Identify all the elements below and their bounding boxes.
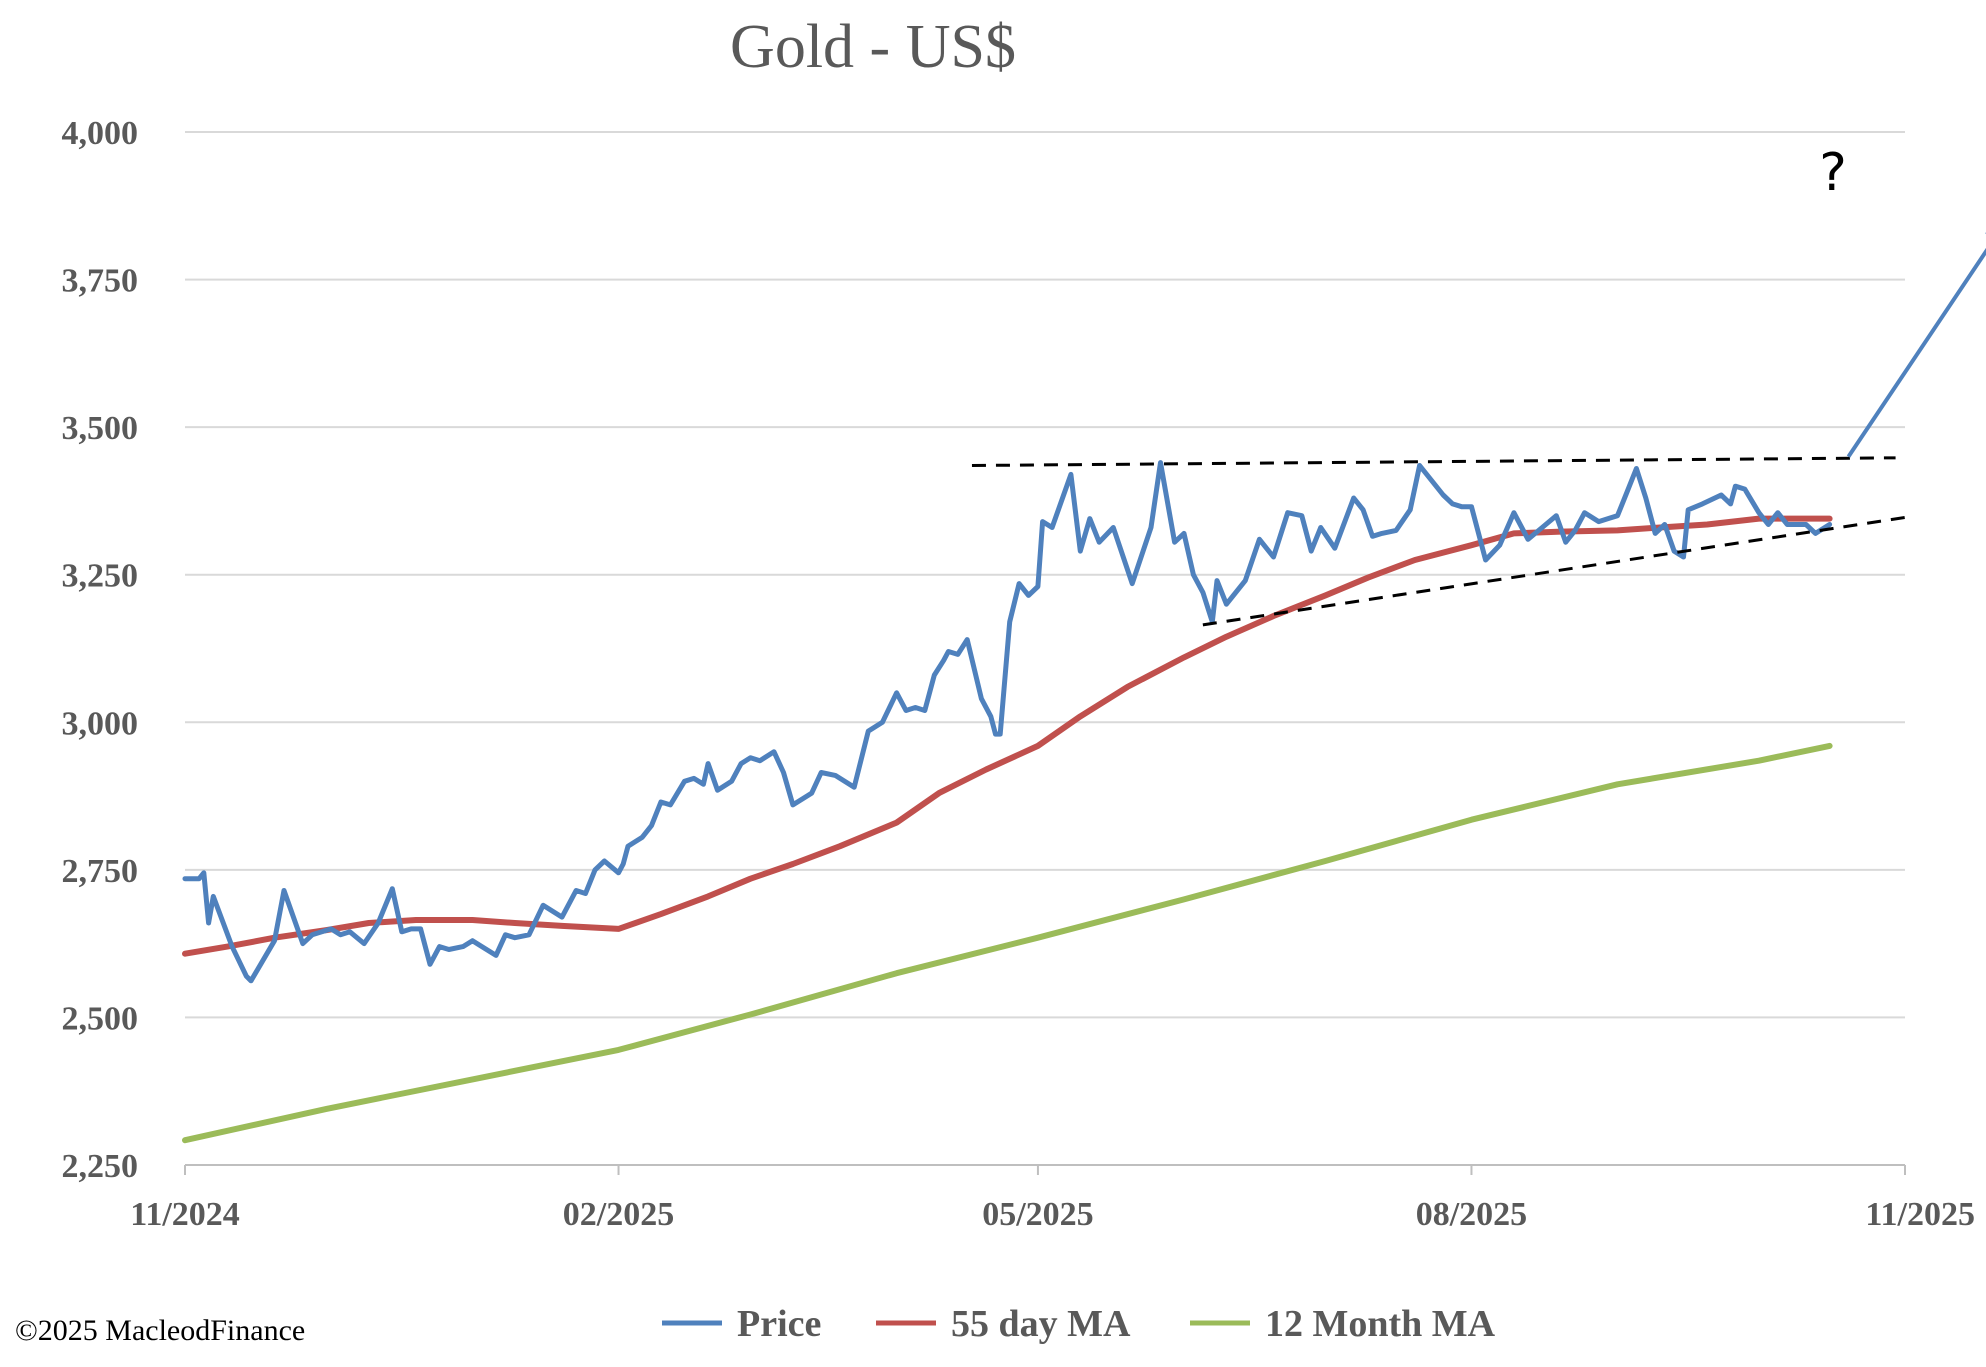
gridlines xyxy=(185,131,1905,1166)
breakout-arrow xyxy=(1846,247,1986,458)
series-lines xyxy=(182,460,1833,1144)
y-tick-label: 4,000 xyxy=(62,115,139,152)
ma-12-month-line xyxy=(182,742,1833,1144)
y-tick-label: 3,000 xyxy=(62,705,139,742)
x-tick-label: 08/2025 xyxy=(1416,1196,1527,1233)
y-tick-label: 2,750 xyxy=(62,853,139,890)
x-tick-label: 11/2024 xyxy=(130,1196,240,1233)
y-tick-label: 3,500 xyxy=(62,410,139,447)
legend-label-12-month-ma: 12 Month MA xyxy=(1265,1303,1496,1345)
x-tick-label: 05/2025 xyxy=(982,1196,1093,1233)
resistance-trendline xyxy=(971,456,1896,468)
x-tick-label: 02/2025 xyxy=(563,1196,674,1233)
y-tick-label: 2,500 xyxy=(62,1000,139,1037)
x-tick-label: 11/2025 xyxy=(1865,1196,1975,1233)
copyright-notice: ©2025 MacleodFinance xyxy=(15,1314,305,1347)
legend-item-price: Price xyxy=(662,1303,821,1345)
legend-item-12-month-ma: 12 Month MA xyxy=(1190,1303,1496,1345)
y-tick-label: 2,250 xyxy=(62,1148,139,1185)
legend-label-price: Price xyxy=(737,1303,821,1345)
y-tick-label: 3,250 xyxy=(62,558,139,595)
legend-item-55-day-ma: 55 day MA xyxy=(876,1303,1131,1345)
chart-title: Gold - US$ xyxy=(730,13,1016,81)
x-axis: 11/2024 02/2025 05/2025 08/2025 11/2025 xyxy=(130,1164,1975,1233)
legend: Price 55 day MA 12 Month MA xyxy=(662,1303,1496,1345)
y-axis-tick-labels: 2,250 2,500 2,750 3,000 3,250 3,500 3,750 4,000 xyxy=(62,115,139,1185)
legend-label-55-day-ma: 55 day MA xyxy=(951,1303,1131,1345)
price-line xyxy=(182,460,1833,984)
y-tick-label: 3,750 xyxy=(62,263,139,300)
ma-55-day-line xyxy=(182,515,1833,957)
question-mark-annotation: ? xyxy=(1819,143,1847,203)
